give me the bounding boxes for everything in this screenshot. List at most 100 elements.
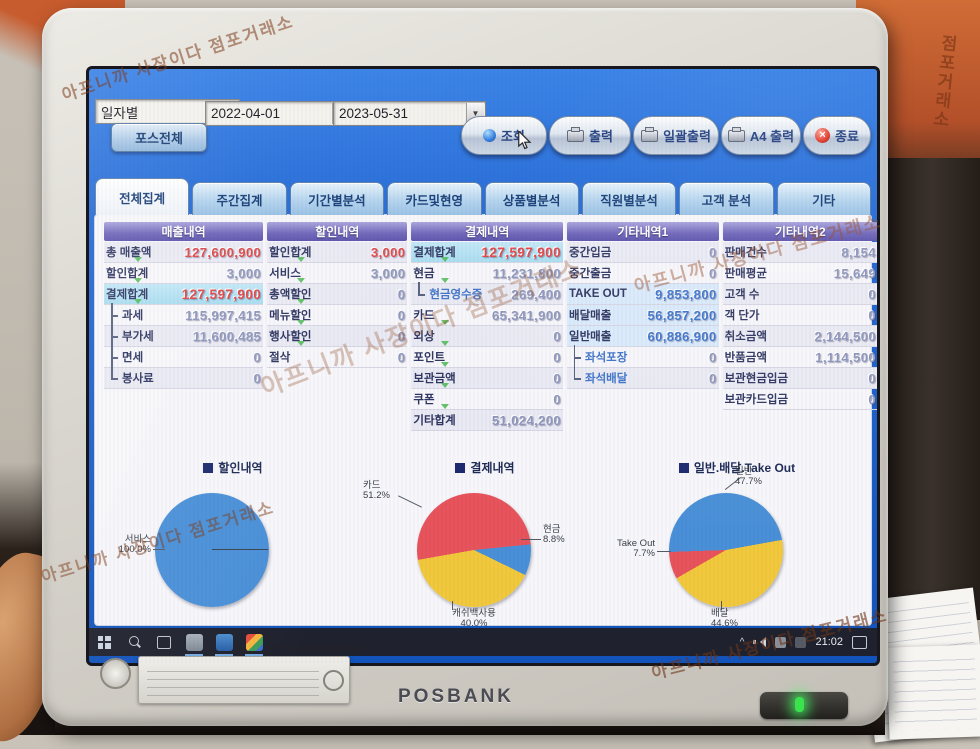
- row-value: 269,400: [511, 286, 561, 302]
- tab-8[interactable]: 기타: [776, 182, 871, 215]
- pie-label: Take Out 7.7%: [601, 539, 655, 559]
- windows-logo-icon: [97, 635, 111, 649]
- printer-icon: [641, 126, 659, 142]
- pie-label-name: 캐쉬백사용: [452, 608, 496, 619]
- mouse-cursor: [518, 131, 532, 150]
- power-button[interactable]: [760, 692, 848, 719]
- start-button[interactable]: [89, 628, 119, 656]
- table-row: 보관금액 0: [411, 368, 563, 389]
- row-value: 60,886,900: [647, 328, 717, 344]
- table-row: 중간입금 0: [566, 242, 719, 263]
- power-led: [795, 697, 804, 712]
- table-column-1: 매출내역 총 매출액 127,600,900 할인합계 3,000 결제합계 127,597…: [104, 222, 264, 431]
- notification-icon[interactable]: [852, 635, 867, 649]
- row-label: 외상: [413, 331, 435, 343]
- clock[interactable]: 21:02: [815, 636, 843, 648]
- button-label: 일괄출력: [663, 129, 711, 144]
- row-value: 15,649: [833, 265, 876, 281]
- pie-label-pct: 44.6%: [711, 617, 738, 629]
- tray-icon[interactable]: [795, 636, 807, 648]
- row-value: 3,000: [370, 244, 406, 260]
- column-header: 매출내역: [104, 222, 264, 241]
- row-label: 카드: [413, 310, 435, 322]
- table-row: 총 매출액 127,600,900: [104, 242, 264, 263]
- tab-7[interactable]: 고객 분석: [679, 182, 774, 215]
- row-value: 11,231,800: [492, 265, 561, 281]
- pie-label-pct: 47.7%: [735, 475, 762, 487]
- volume-icon[interactable]: [753, 636, 767, 648]
- date-from-select[interactable]: 2022-04-01 ▼: [205, 101, 352, 126]
- row-label: 보관현금입금: [724, 373, 789, 385]
- row-label: 반품금액: [724, 352, 767, 364]
- taskbar-search-button[interactable]: [119, 628, 149, 656]
- chart-title: 할인내역: [107, 459, 359, 476]
- pie-label-name: 서비스: [124, 534, 151, 545]
- tab-3[interactable]: 기간별분석: [289, 182, 385, 215]
- column-header: 결제내역: [411, 222, 563, 241]
- tab-1[interactable]: 전체집계: [95, 178, 190, 215]
- task-view-icon: [157, 635, 171, 649]
- table-row: 과세 115,997,415: [104, 303, 264, 327]
- tray-icon[interactable]: [775, 636, 787, 648]
- tab-4[interactable]: 카드및현영: [387, 182, 482, 215]
- toolbar-button-4[interactable]: A4 출력: [721, 116, 801, 155]
- row-label: 과세: [122, 310, 144, 322]
- app-icon: [215, 633, 233, 651]
- table-row: 현금영수증 269,400: [411, 282, 563, 305]
- column-header: 할인내역: [267, 222, 408, 241]
- row-label: 서비스: [269, 268, 301, 280]
- pie-label-pct: 51.2%: [363, 489, 390, 501]
- row-value: 0: [868, 307, 876, 323]
- table-row: 서비스 3,000: [267, 263, 408, 284]
- row-value: 11,600,485: [192, 328, 262, 344]
- taskbar-app-1[interactable]: [179, 628, 209, 656]
- date-to-value: 2023-05-31: [339, 106, 409, 121]
- tab-5[interactable]: 상품별분석: [484, 182, 579, 215]
- chart-title: 일반.배달.Take Out: [611, 459, 863, 476]
- tray-expand-icon[interactable]: ^: [739, 636, 745, 648]
- pos-scope-button[interactable]: 포스전체: [111, 123, 207, 152]
- taskbar-app-3[interactable]: [239, 628, 269, 656]
- row-value: 56,857,200: [647, 307, 717, 323]
- table-row: 쿠폰 0: [411, 389, 563, 410]
- date-from-value: 2022-04-01: [211, 106, 281, 121]
- tab-6[interactable]: 직원별분석: [581, 182, 677, 215]
- row-label: 현금: [413, 268, 435, 280]
- row-label: 객 단가: [724, 310, 760, 322]
- pie-label-name: 배달: [711, 608, 729, 619]
- table-row: 결제합계 127,597,900: [104, 284, 264, 305]
- column-header: 기타내역2: [722, 222, 877, 241]
- blue-orb-icon: [483, 129, 497, 142]
- row-value: 2,144,500: [814, 328, 876, 344]
- pie-leader-line: [153, 549, 165, 550]
- date-to-select[interactable]: 2023-05-31 ▼: [333, 101, 486, 126]
- table-row: 반품금액 1,114,500: [722, 347, 877, 368]
- toolbar-button-1[interactable]: 조회: [461, 116, 547, 155]
- row-label: 행사할인: [269, 331, 312, 343]
- row-value: 0: [253, 370, 262, 386]
- table-row: 메뉴할인 0: [267, 305, 408, 326]
- certification-badge: [100, 658, 131, 689]
- table-row: 부가세 11,600,485: [104, 324, 264, 348]
- table-row: 좌석배달 0: [566, 366, 719, 389]
- tab-2[interactable]: 주간집계: [192, 182, 287, 215]
- tree-branch-icon: [111, 303, 120, 327]
- screen: 일자별 ▼ 포스전체 2022-04-01 ▼ 2023-05-31 ▼ 조회출…: [86, 66, 880, 666]
- taskbar-app-2[interactable]: [209, 628, 239, 656]
- toolbar-button-3[interactable]: 일괄출력: [633, 116, 719, 155]
- row-value: 0: [708, 265, 717, 281]
- table-column-4: 기타내역1 중간입금 0 중간출금 0 TAKE OUT 9,853,800 배달매출 56,8…: [566, 222, 719, 431]
- row-label: 총액할인: [269, 289, 312, 301]
- row-value: 0: [253, 349, 262, 365]
- toolbar-button-5[interactable]: × 종료: [803, 116, 871, 155]
- pie-leader-line: [452, 601, 453, 610]
- table-row: 면세 0: [104, 345, 264, 369]
- chart-title-text: 일반.배달.Take Out: [693, 461, 796, 475]
- printer-icon: [727, 126, 745, 142]
- table-row: 배달매출 56,857,200: [566, 305, 719, 326]
- row-label: 쿠폰: [413, 394, 435, 406]
- tree-branch-icon: [111, 324, 120, 348]
- table-row: 취소금액 2,144,500: [722, 326, 877, 347]
- task-view-button[interactable]: [149, 628, 179, 656]
- toolbar-button-2[interactable]: 출력: [549, 116, 631, 155]
